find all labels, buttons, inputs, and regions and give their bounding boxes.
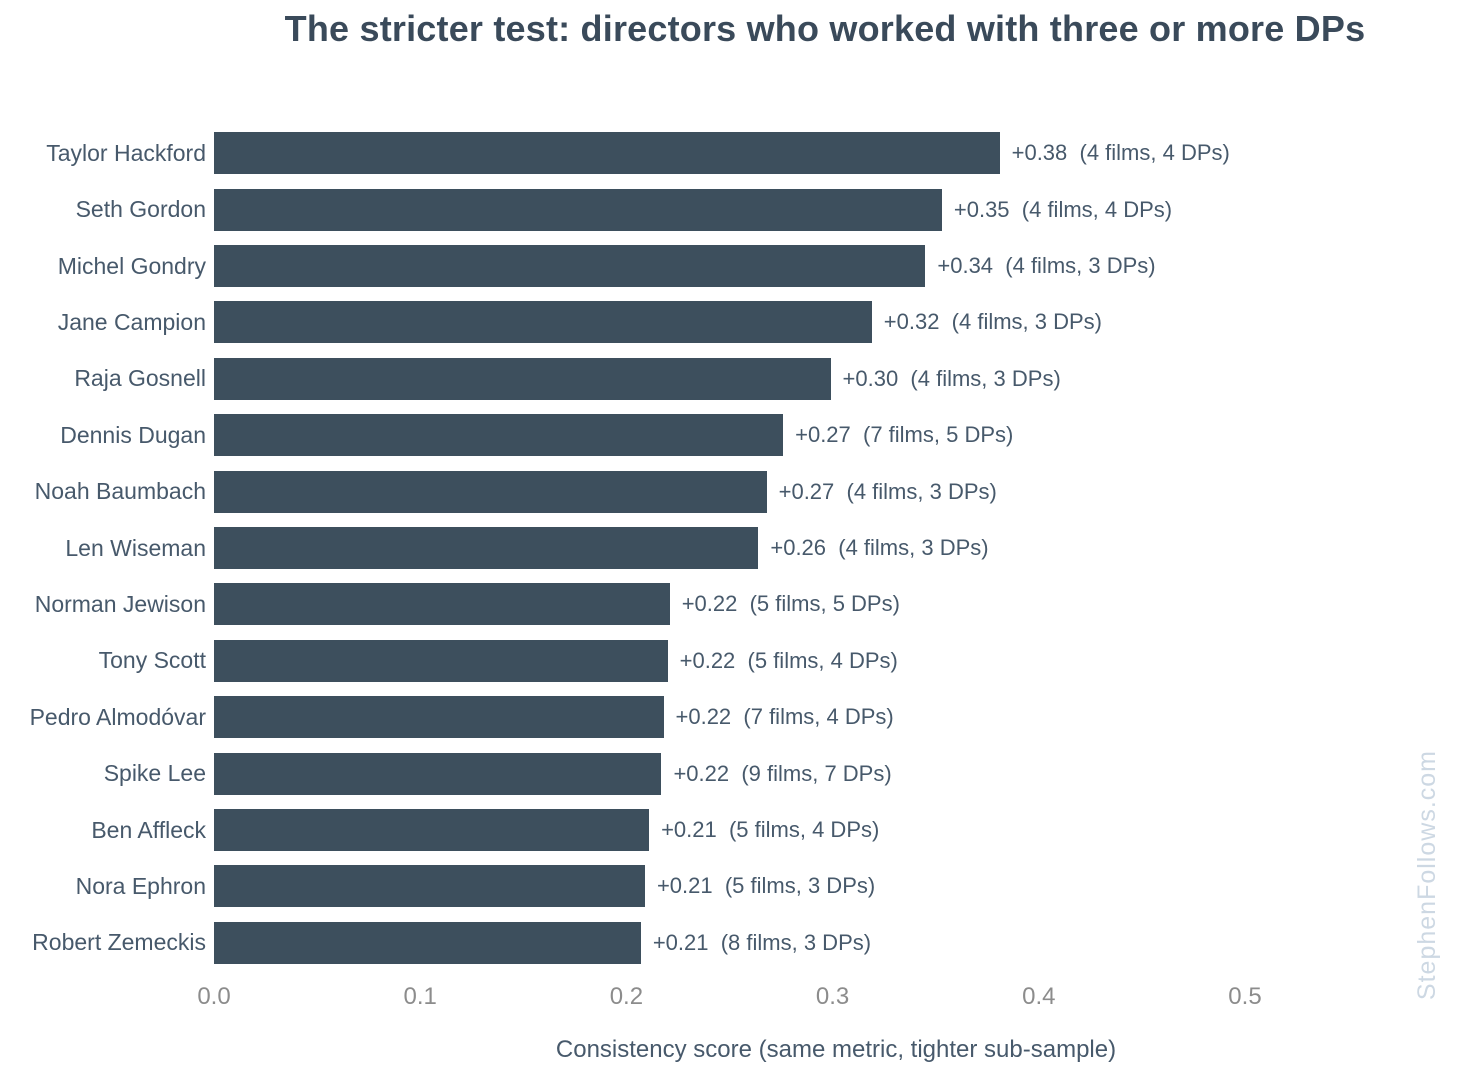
bar — [214, 752, 662, 795]
bar-row: Pedro Almodóvar +0.22 (7 films, 4 DPs) — [0, 689, 1458, 745]
bar-track: +0.21 (8 films, 3 DPs) — [214, 921, 1458, 964]
x-axis-label: Consistency score (same metric, tighter … — [555, 1036, 1117, 1063]
bar — [214, 301, 872, 344]
bar-track: +0.27 (4 films, 3 DPs) — [214, 470, 1458, 513]
value-label: +0.27 (7 films, 5 DPs) — [795, 422, 1014, 448]
director-label: Taylor Hackford — [46, 139, 206, 166]
value-label: +0.35 (4 films, 4 DPs) — [953, 196, 1173, 222]
bar — [214, 245, 926, 288]
chart-title: The stricter test: directors who worked … — [284, 8, 1366, 49]
bar-row: Norman Jewison +0.22 (5 films, 5 DPs) — [0, 576, 1458, 632]
bar-row: Nora Ephron +0.21 (5 films, 3 DPs) — [0, 858, 1458, 914]
value-label: +0.22 (7 films, 4 DPs) — [675, 704, 894, 730]
bar — [214, 132, 1000, 175]
bar-row: Michel Gondry +0.34 (4 films, 3 DPs) — [0, 238, 1458, 294]
bar-row: Ben Affleck +0.21 (5 films, 4 DPs) — [0, 802, 1458, 858]
bar — [214, 583, 670, 626]
value-label: +0.30 (4 films, 3 DPs) — [842, 365, 1061, 391]
bar-row: Spike Lee +0.22 (9 films, 7 DPs) — [0, 745, 1458, 801]
bar-rows: Taylor Hackford +0.38 (4 films, 4 DPs) S… — [0, 125, 1458, 971]
bar — [214, 414, 784, 457]
bar-row: Jane Campion +0.32 (4 films, 3 DPs) — [0, 294, 1458, 350]
bar-row: Tony Scott +0.22 (5 films, 4 DPs) — [0, 633, 1458, 689]
director-label: Len Wiseman — [65, 534, 206, 561]
bar-track: +0.34 (4 films, 3 DPs) — [214, 245, 1458, 288]
director-label: Robert Zemeckis — [32, 929, 206, 956]
director-label: Tony Scott — [98, 647, 206, 674]
director-label: Pedro Almodóvar — [29, 703, 206, 730]
director-label: Spike Lee — [103, 760, 206, 787]
value-label: +0.21 (5 films, 3 DPs) — [656, 873, 876, 899]
x-tick-label: 0.0 — [197, 983, 231, 1010]
bar-track: +0.21 (5 films, 3 DPs) — [214, 865, 1458, 908]
value-label: +0.27 (4 films, 3 DPs) — [778, 478, 997, 504]
bar-track: +0.22 (7 films, 4 DPs) — [214, 696, 1458, 739]
x-tick-label: 0.4 — [1022, 983, 1056, 1010]
value-label: +0.21 (5 films, 4 DPs) — [661, 817, 880, 843]
value-label: +0.26 (4 films, 3 DPs) — [770, 535, 989, 561]
director-label: Jane Campion — [57, 308, 206, 335]
x-axis-ticks: 0.0 0.1 0.2 0.3 0.4 0.5 — [197, 983, 1458, 1016]
director-label: Raja Gosnell — [74, 365, 206, 392]
bar — [214, 357, 831, 400]
value-label: +0.22 (5 films, 4 DPs) — [679, 647, 898, 673]
bar-track: +0.22 (9 films, 7 DPs) — [214, 752, 1458, 795]
bar-row: Raja Gosnell +0.30 (4 films, 3 DPs) — [0, 351, 1458, 407]
director-label: Seth Gordon — [75, 196, 206, 223]
bar-track: +0.30 (4 films, 3 DPs) — [214, 357, 1458, 400]
value-label: +0.22 (5 films, 5 DPs) — [681, 591, 900, 617]
watermark: StephenFollows.com — [1413, 749, 1441, 1000]
director-label: Dennis Dugan — [60, 421, 206, 448]
bar — [214, 809, 650, 852]
bar-track: +0.21 (5 films, 4 DPs) — [214, 809, 1458, 852]
bar-row: Seth Gordon +0.35 (4 films, 4 DPs) — [0, 181, 1458, 237]
bar — [214, 527, 759, 570]
bar — [214, 639, 668, 682]
bar-track: +0.22 (5 films, 4 DPs) — [214, 639, 1458, 682]
bar-track: +0.38 (4 films, 4 DPs) — [214, 132, 1458, 175]
director-label: Ben Affleck — [91, 816, 206, 843]
bar-track: +0.26 (4 films, 3 DPs) — [214, 527, 1458, 570]
bar-track: +0.22 (5 films, 5 DPs) — [214, 583, 1458, 626]
director-label: Nora Ephron — [75, 872, 206, 899]
bar — [214, 696, 664, 739]
value-label: +0.32 (4 films, 3 DPs) — [883, 309, 1103, 335]
bar-track: +0.35 (4 films, 4 DPs) — [214, 188, 1458, 231]
bar-row: Dennis Dugan +0.27 (7 films, 5 DPs) — [0, 407, 1458, 463]
director-label: Michel Gondry — [57, 252, 206, 279]
value-label: +0.22 (9 films, 7 DPs) — [673, 760, 892, 786]
value-label: +0.34 (4 films, 3 DPs) — [937, 253, 1156, 279]
x-tick-label: 0.5 — [1228, 983, 1262, 1010]
bar-row: Noah Baumbach +0.27 (4 films, 3 DPs) — [0, 463, 1458, 519]
bar — [214, 470, 767, 513]
value-label: +0.21 (8 films, 3 DPs) — [652, 929, 872, 955]
bar-track: +0.27 (7 films, 5 DPs) — [214, 414, 1458, 457]
bar — [214, 865, 645, 908]
bar-row: Robert Zemeckis +0.21 (8 films, 3 DPs) — [0, 915, 1458, 971]
director-label: Noah Baumbach — [34, 478, 206, 505]
x-tick-label: 0.2 — [609, 983, 644, 1010]
x-tick-label: 0.3 — [815, 983, 850, 1010]
x-tick-label: 0.1 — [403, 983, 437, 1010]
bar-track: +0.32 (4 films, 3 DPs) — [214, 301, 1458, 344]
director-label: Norman Jewison — [34, 590, 206, 617]
bar-row: Len Wiseman +0.26 (4 films, 3 DPs) — [0, 520, 1458, 576]
bar — [214, 188, 942, 231]
bar-row: Taylor Hackford +0.38 (4 films, 4 DPs) — [0, 125, 1458, 181]
bar — [214, 921, 641, 964]
value-label: +0.38 (4 films, 4 DPs) — [1011, 140, 1230, 166]
